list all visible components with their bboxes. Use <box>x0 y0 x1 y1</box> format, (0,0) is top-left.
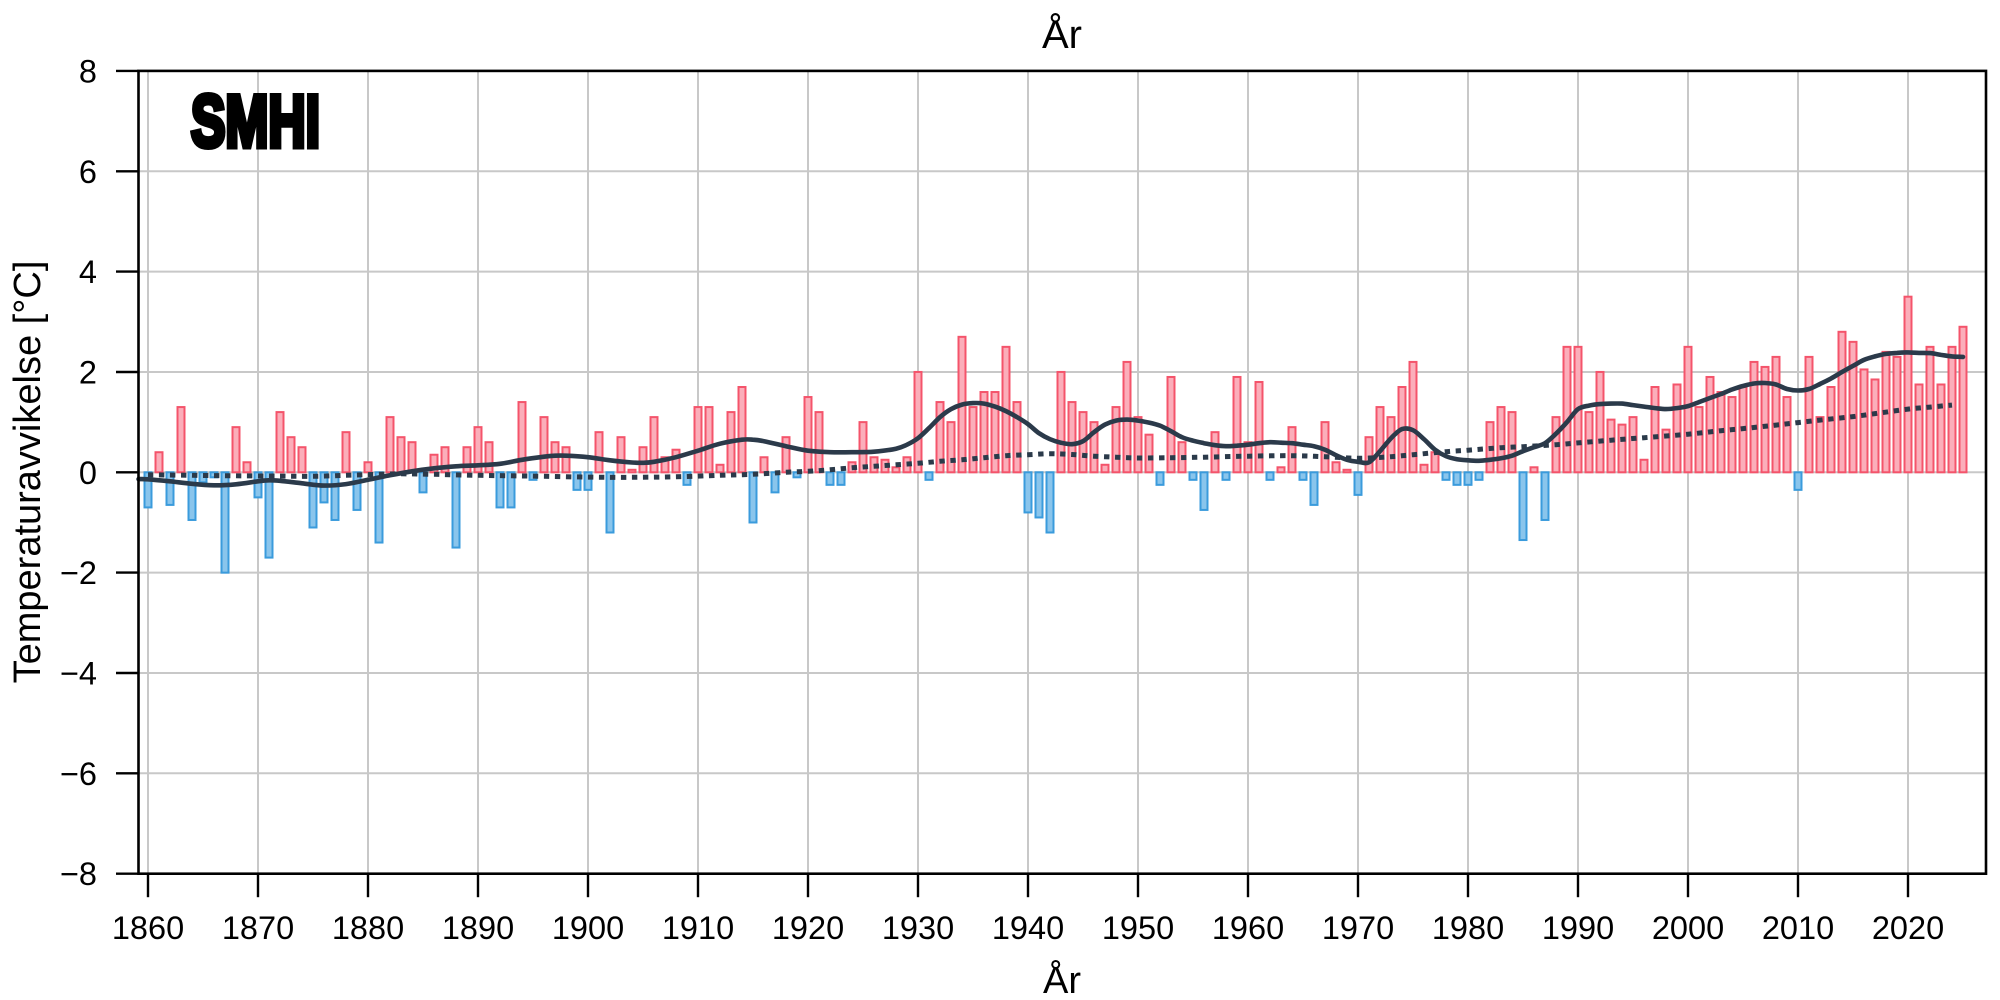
svg-text:1870: 1870 <box>222 910 294 946</box>
svg-text:1960: 1960 <box>1212 910 1284 946</box>
svg-text:2: 2 <box>79 355 97 391</box>
svg-text:1860: 1860 <box>112 910 184 946</box>
svg-text:År: År <box>1043 958 1081 1000</box>
svg-text:År: År <box>1042 12 1082 57</box>
svg-text:1880: 1880 <box>332 910 404 946</box>
svg-text:1900: 1900 <box>552 910 624 946</box>
svg-text:Temperaturavvikelse [°C]: Temperaturavvikelse [°C] <box>7 261 49 684</box>
svg-text:1980: 1980 <box>1432 910 1504 946</box>
svg-text:8: 8 <box>79 53 97 89</box>
svg-text:SMHI: SMHI <box>191 82 320 163</box>
svg-text:−4: −4 <box>60 656 97 692</box>
svg-text:1930: 1930 <box>882 910 954 946</box>
svg-text:6: 6 <box>79 154 97 190</box>
svg-text:1950: 1950 <box>1102 910 1174 946</box>
svg-text:0: 0 <box>79 455 97 491</box>
svg-text:−2: −2 <box>60 555 97 591</box>
svg-text:1890: 1890 <box>442 910 514 946</box>
svg-text:1910: 1910 <box>662 910 734 946</box>
svg-text:1920: 1920 <box>772 910 844 946</box>
svg-text:2020: 2020 <box>1872 910 1944 946</box>
svg-text:1940: 1940 <box>992 910 1064 946</box>
svg-text:2010: 2010 <box>1762 910 1834 946</box>
svg-text:1970: 1970 <box>1322 910 1394 946</box>
svg-text:−8: −8 <box>60 856 97 892</box>
svg-text:2000: 2000 <box>1652 910 1724 946</box>
svg-text:1990: 1990 <box>1542 910 1614 946</box>
svg-text:−6: −6 <box>60 756 97 792</box>
svg-text:4: 4 <box>79 254 97 290</box>
